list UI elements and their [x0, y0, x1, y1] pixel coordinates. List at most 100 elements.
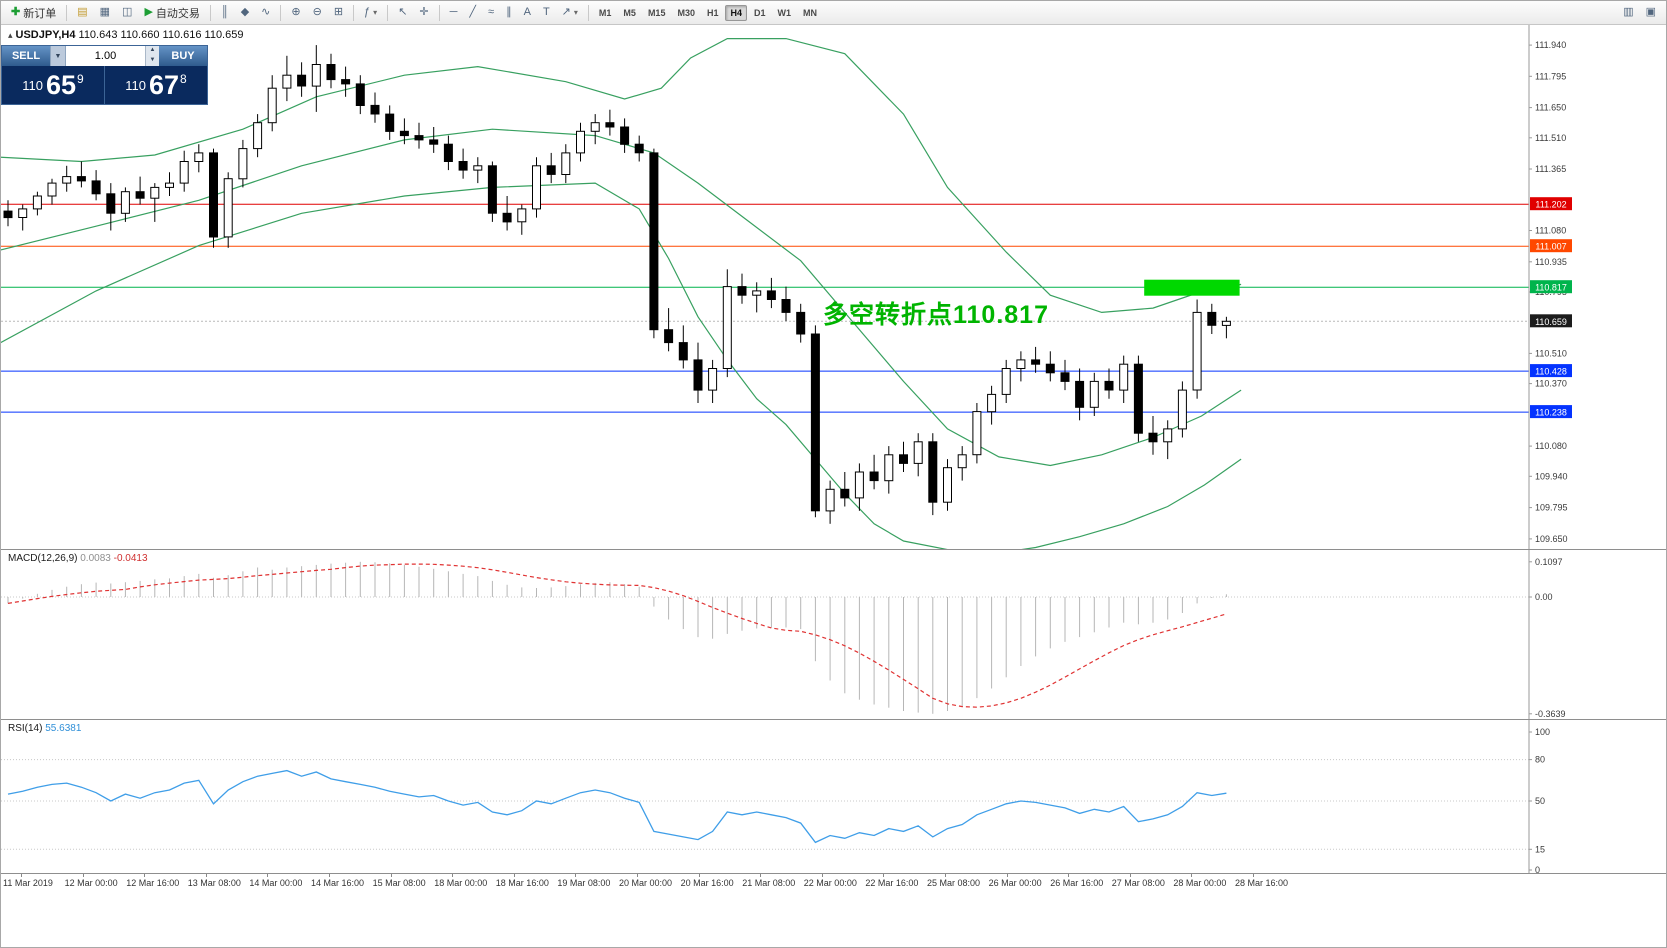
svg-text:110.370: 110.370 — [1535, 379, 1567, 389]
svg-text:111.080: 111.080 — [1535, 226, 1566, 236]
sell-price-pipette: 9 — [77, 72, 84, 86]
fullscreen-icon: ▣ — [1645, 6, 1656, 18]
timeframe-button-W1[interactable]: W1 — [777, 7, 792, 18]
macd-canvas[interactable]: 0.1097 0.00 -0.3639 — [1, 550, 1667, 720]
time-label: 14 Mar 16:00 — [311, 878, 365, 888]
volume-dropdown-button[interactable]: ▼ — [50, 46, 66, 66]
autotrading-button[interactable]: ▶ 自动交易 — [139, 2, 204, 24]
svg-text:111.650: 111.650 — [1535, 103, 1566, 113]
svg-text:100: 100 — [1535, 727, 1550, 737]
stepper-up-icon: ▲ — [149, 47, 156, 53]
sell-price-base: 110 — [22, 77, 43, 93]
stepper-down-icon: ▼ — [149, 57, 156, 63]
indicators-button[interactable]: ƒ ▾ — [359, 4, 382, 21]
timeframe-button-H4[interactable]: H4 — [725, 4, 747, 21]
zoom-in-button[interactable]: ⊕ — [286, 4, 305, 21]
trendline-tool-button[interactable]: ╱ — [464, 4, 481, 21]
crosshair-button[interactable]: ✛ — [414, 4, 433, 21]
bar-chart-icon: ║ — [220, 6, 229, 18]
svg-text:110.080: 110.080 — [1535, 441, 1567, 451]
macd-value: 0.0083 — [80, 553, 111, 564]
toolbar: ✚ 新订单 ▤ ▦ ◫ ▶ 自动交易 ║ ◆ ∿ ⊕ ⊖ ⊞ ƒ ▾ ↖ ✛ ─… — [1, 1, 1666, 25]
time-tick — [821, 874, 823, 877]
time-tick — [1191, 874, 1193, 877]
time-axis[interactable]: 11 Mar 2019 12 Mar 00:00 12 Mar 16:00 13 Ma… — [1, 873, 1666, 893]
buy-price-pipette: 8 — [180, 72, 187, 86]
bar-chart-button[interactable]: ║ — [216, 4, 234, 21]
candlestick-chart-button[interactable]: ◆ — [236, 4, 254, 21]
timeframe-button-MN[interactable]: MN — [803, 7, 818, 18]
timeframe-button-M1[interactable]: M1 — [598, 7, 612, 18]
line-chart-button[interactable]: ∿ — [256, 4, 275, 21]
time-label: 12 Mar 16:00 — [126, 878, 180, 888]
time-tick — [637, 874, 638, 877]
channel-tool-button[interactable]: ∥ — [501, 4, 517, 21]
chevron-down-icon: ▾ — [373, 7, 378, 17]
time-label: 14 Mar 00:00 — [249, 878, 303, 888]
time-label: 26 Mar 00:00 — [988, 878, 1042, 888]
chart-symbol-icon: ▴ — [8, 30, 13, 40]
timeframe-button-H1[interactable]: H1 — [706, 7, 719, 18]
fibonacci-tool-button[interactable]: ≈ — [483, 4, 499, 21]
cursor-button[interactable]: ↖ — [393, 4, 412, 21]
macd-panel[interactable]: MACD(12,26,9) 0.0083 -0.0413 0.1097 0.00 -… — [1, 549, 1667, 720]
rsi-value: 55.6381 — [45, 723, 82, 734]
horizontal-line-icon: ─ — [449, 6, 458, 18]
cursor-icon: ↖ — [398, 6, 408, 18]
rsi-label: RSI(14) 55.6381 — [8, 723, 81, 734]
svg-text:0: 0 — [1535, 865, 1540, 874]
timeframe-button-D1[interactable]: D1 — [754, 7, 766, 18]
new-order-button[interactable]: ✚ 新订单 — [6, 2, 61, 24]
label-tool-button[interactable]: T — [538, 4, 555, 21]
svg-text:80: 80 — [1535, 755, 1545, 765]
svg-text:111.007: 111.007 — [1535, 242, 1566, 252]
rsi-canvas[interactable]: 100 80 50 15 0 — [1, 720, 1667, 874]
print-button[interactable]: ▥ — [1618, 4, 1638, 21]
profiles-button[interactable]: ▤ — [72, 4, 92, 21]
rsi-panel[interactable]: RSI(14) 55.6381 100 80 50 15 0 — [1, 719, 1667, 874]
price-chart-canvas[interactable]: 111.940 111.795 111.650 111.510 111.365 111.0… — [1, 25, 1667, 549]
horizontal-line-tool-button[interactable]: ─ — [445, 4, 463, 21]
arrow-tool-icon: ↗ — [561, 6, 571, 18]
bollinger-bands — [1, 38, 1242, 549]
zoom-in-icon: ⊕ — [291, 6, 301, 18]
volume-stepper[interactable]: ▲ ▼ — [145, 46, 159, 66]
svg-text:110.659: 110.659 — [1535, 317, 1567, 327]
toolbar-separator — [387, 4, 389, 21]
time-label: 22 Mar 00:00 — [803, 878, 857, 888]
volume-input[interactable] — [66, 46, 145, 66]
buy-button[interactable]: BUY — [159, 46, 207, 66]
tile-windows-button[interactable]: ⊞ — [329, 4, 348, 21]
timeframe-button-M30[interactable]: M30 — [677, 7, 695, 18]
symbol-name: USDJPY,H4 — [15, 29, 76, 41]
timeframe-button-M15[interactable]: M15 — [647, 7, 666, 18]
arrows-tool-button[interactable]: ↗ ▾ — [557, 4, 583, 21]
market-watch-icon: ▦ — [99, 6, 111, 18]
svg-text:111.510: 111.510 — [1535, 133, 1566, 143]
sell-button[interactable]: SELL — [2, 46, 50, 66]
svg-text:110.238: 110.238 — [1535, 408, 1567, 418]
toolbar-right-group: ▥ ▣ — [1617, 4, 1662, 21]
time-label: 21 Mar 08:00 — [742, 878, 796, 888]
navigator-button[interactable]: ◫ — [117, 4, 137, 21]
market-watch-button[interactable]: ▦ — [95, 4, 115, 21]
main-chart[interactable]: 111.940 111.795 111.650 111.510 111.365 111.0… — [1, 25, 1667, 549]
svg-text:15: 15 — [1535, 844, 1545, 854]
time-tick — [1006, 874, 1008, 877]
crosshair-icon: ✛ — [419, 6, 429, 18]
zoom-out-button[interactable]: ⊖ — [308, 4, 327, 21]
timeframe-button-M5[interactable]: M5 — [623, 7, 636, 18]
toolbar-separator — [66, 4, 68, 21]
sell-price[interactable]: 110 65 9 — [2, 66, 104, 104]
text-tool-button[interactable]: A — [519, 4, 536, 21]
time-tick — [452, 874, 454, 877]
indicators-icon: ƒ — [364, 6, 371, 18]
svg-text:109.795: 109.795 — [1535, 503, 1568, 513]
svg-text:110.428: 110.428 — [1535, 367, 1567, 377]
fullscreen-button[interactable]: ▣ — [1641, 4, 1661, 21]
macd-signal-value: -0.0413 — [113, 553, 148, 564]
toolbar-separator — [353, 4, 355, 21]
buy-price[interactable]: 110 67 8 — [104, 66, 207, 104]
svg-text:111.365: 111.365 — [1535, 164, 1566, 174]
